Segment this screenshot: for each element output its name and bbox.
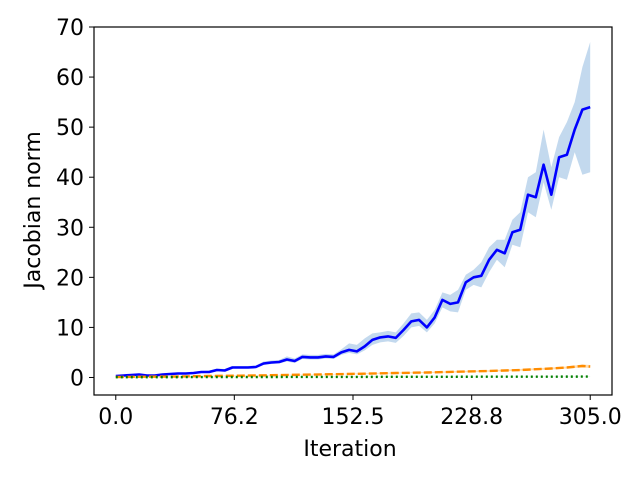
y-tick-label: 0: [70, 366, 84, 391]
series-1-line: [115, 105, 591, 378]
x-tick-label: 76.2: [210, 405, 259, 430]
y-tick-label: 20: [56, 266, 84, 291]
y-tick-label: 60: [56, 66, 84, 91]
series-layer: [115, 42, 591, 379]
series-2-line: [115, 364, 591, 379]
x-tick-label: 228.8: [440, 405, 503, 430]
x-axis-ticks: 0.0 76.2 152.5 228.8 305.0: [98, 395, 622, 430]
y-tick-label: 50: [56, 116, 84, 141]
x-tick-label: 305.0: [559, 405, 622, 430]
y-tick-label: 10: [56, 316, 84, 341]
y-axis-label: Jacobian norm: [21, 131, 46, 291]
y-tick-label: 70: [56, 16, 84, 41]
x-axis-label: Iteration: [303, 437, 396, 462]
x-tick-label: 0.0: [98, 405, 133, 430]
y-tick-label: 40: [56, 166, 84, 191]
series-1-confidence-band: [115, 42, 591, 377]
x-tick-label: 152.5: [322, 405, 385, 430]
y-tick-label: 30: [56, 216, 84, 241]
y-axis-ticks: 0 10 20 30 40 50 60 70: [56, 16, 94, 391]
